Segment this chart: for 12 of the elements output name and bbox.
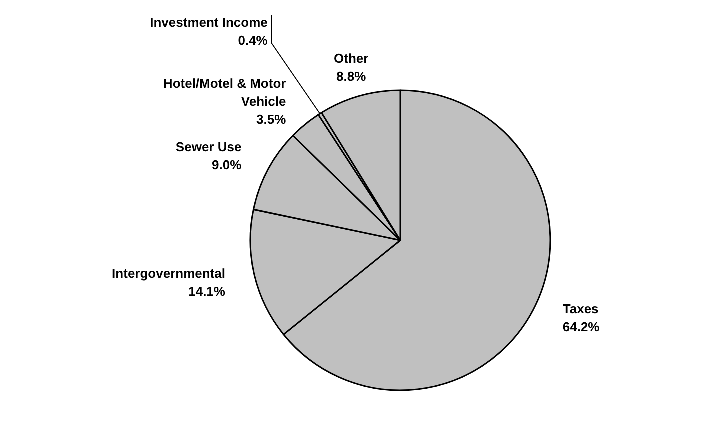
slice-label: Investment Income	[150, 15, 268, 30]
data-label: 3.5%	[256, 112, 287, 127]
slice-label: Taxes	[562, 302, 599, 317]
slice-label: Sewer Use	[176, 139, 242, 154]
slice-label: Hotel/Motel & Motor Vehicle	[163, 76, 286, 109]
data-label: 14.1%	[188, 284, 226, 300]
slice-label: Intergovernmental	[112, 266, 226, 282]
slice-label: Other	[334, 50, 369, 66]
data-label: 8.8%	[336, 68, 367, 84]
data-label: 64.2%	[562, 320, 600, 335]
data-label: 9.0%	[212, 157, 242, 172]
data-label: 0.4%	[238, 33, 268, 48]
